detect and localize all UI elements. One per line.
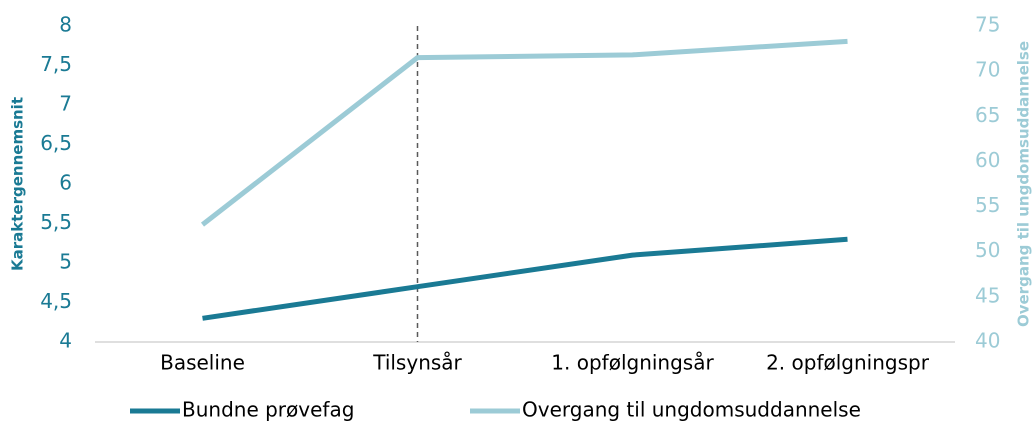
y-tick-label: 5 xyxy=(59,250,72,274)
y-tick-label: 8 xyxy=(59,13,72,37)
legend-label: Bundne prøvefag xyxy=(182,398,354,422)
y-tick-label: 7 xyxy=(59,92,72,116)
y-tick-label: 5,5 xyxy=(40,210,72,234)
y2-tick-label: 40 xyxy=(975,329,1000,353)
x-tick-label: Baseline xyxy=(160,351,245,375)
y2-tick-label: 60 xyxy=(975,148,1000,172)
y2-axis-title: Overgang til ungdomsuddannelse xyxy=(1015,41,1033,327)
y-tick-label: 6,5 xyxy=(40,131,72,155)
legend-label: Overgang til ungdomsuddannelse xyxy=(522,398,861,422)
x-tick-label: 2. opfølgningspr xyxy=(766,351,930,375)
y-tick-label: 4,5 xyxy=(40,289,72,313)
x-tick-label: 1. opfølgningsår xyxy=(551,351,714,375)
y2-tick-label: 50 xyxy=(975,238,1000,262)
y2-tick-label: 70 xyxy=(975,58,1000,82)
data-line xyxy=(200,38,848,227)
y-tick-label: 4 xyxy=(59,329,72,353)
y2-tick-label: 45 xyxy=(975,283,1000,307)
y2-tick-label: 65 xyxy=(975,103,1000,127)
data-line xyxy=(202,236,848,321)
y-axis-title: Karaktergennemsnit xyxy=(9,97,27,271)
y-tick-label: 7,5 xyxy=(40,52,72,76)
y2-tick-label: 75 xyxy=(975,13,1000,37)
x-tick-label: Tilsynsår xyxy=(372,351,462,375)
y2-tick-label: 55 xyxy=(975,193,1000,217)
y-tick-label: 6 xyxy=(59,171,72,195)
